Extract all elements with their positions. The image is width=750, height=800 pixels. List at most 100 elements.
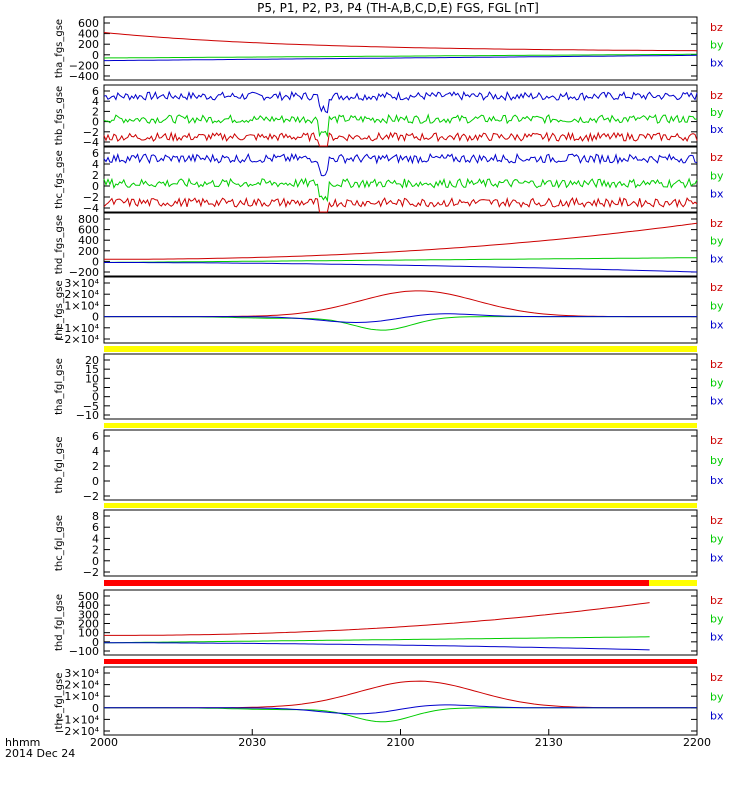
- series-by-line: [103, 177, 698, 203]
- series-bx-line: [103, 152, 698, 177]
- y-tick-label: 4: [92, 95, 99, 108]
- y-tick-label: 1×10⁴: [64, 690, 99, 703]
- panel-frame: [103, 429, 698, 501]
- legend-by: by: [710, 235, 724, 248]
- legend-bx: bx: [710, 252, 724, 265]
- y-tick-label: 200: [78, 38, 99, 51]
- date-label: 2014 Dec 24: [5, 747, 75, 760]
- series-bx-line: [104, 54, 698, 62]
- y-tick-label: 4: [92, 445, 99, 458]
- legend-bz: bz: [710, 151, 723, 164]
- series-bx-line: [104, 642, 650, 651]
- y-tick-label: −2×10⁴: [55, 725, 99, 738]
- legend-by: by: [710, 533, 724, 546]
- panel-ylabel: the_fgs_gse: [54, 280, 65, 339]
- y-tick-label: 0: [92, 49, 99, 62]
- legend-by: by: [710, 169, 724, 182]
- y-tick-label: 500: [78, 590, 99, 603]
- x-tick-label: 2030: [238, 736, 266, 749]
- series-bz-line: [103, 196, 698, 213]
- y-tick-label: −1×10⁴: [55, 713, 99, 726]
- x-axis: 2000 2030 2100 2130 2200: [90, 729, 711, 749]
- y-tick-label: 0: [92, 180, 99, 193]
- panel-ylabel: tha_fgl_gse: [54, 358, 65, 415]
- legend-by: by: [710, 376, 724, 389]
- status-bar-1: [104, 423, 697, 428]
- panel-frame: [103, 212, 698, 277]
- y-tick-label: 8: [92, 510, 99, 523]
- y-tick-label: 0: [92, 391, 99, 404]
- y-tick-label: −2: [83, 191, 99, 204]
- series-bz-line: [104, 680, 697, 709]
- legend-by: by: [710, 39, 724, 52]
- y-tick-label: 100: [78, 627, 99, 640]
- series-by-line: [104, 316, 697, 331]
- legend-bx: bx: [710, 395, 724, 408]
- y-tick-label: −2: [83, 490, 99, 503]
- legend-bx: bx: [710, 318, 724, 331]
- legend-bz: bz: [710, 21, 723, 34]
- y-tick-label: −2: [83, 566, 99, 579]
- y-tick-label: 2: [92, 105, 99, 118]
- legend-bx: bx: [710, 56, 724, 69]
- legend-bx: bx: [710, 631, 724, 644]
- y-tick-label: 1×10⁴: [64, 299, 99, 312]
- y-tick-label: 2×10⁴: [64, 288, 99, 301]
- y-tick-label: −4: [83, 202, 99, 215]
- panel-stack: tha_fgs_gse 6004002000−200−400bzbybxthb_f…: [54, 16, 724, 738]
- status-bar-yellow-3: [649, 580, 697, 586]
- y-tick-label: 400: [78, 234, 99, 247]
- y-tick-label: 0: [92, 475, 99, 488]
- y-tick-label: 15: [85, 363, 99, 376]
- status-bar-red-3: [104, 580, 649, 586]
- series-by-line: [103, 113, 698, 138]
- panel-frame: [103, 276, 698, 344]
- legend-by: by: [710, 612, 724, 625]
- y-tick-label: 400: [78, 28, 99, 41]
- panel-ylabel: the_fgl_gse: [54, 673, 65, 730]
- legend-bz: bz: [710, 671, 723, 684]
- y-tick-label: 6: [92, 85, 99, 98]
- series-by-line: [104, 707, 697, 723]
- legend-bz: bz: [710, 89, 723, 102]
- y-tick-label: −1×10⁴: [55, 322, 99, 335]
- legend-by: by: [710, 454, 724, 467]
- y-tick-label: 400: [78, 599, 99, 612]
- y-tick-label: −5: [83, 400, 99, 413]
- panel-frame: [103, 353, 698, 420]
- y-tick-label: 20: [85, 354, 99, 367]
- y-tick-label: 2: [92, 544, 99, 557]
- legend-bz: bz: [710, 594, 723, 607]
- legend-bz: bz: [710, 358, 723, 371]
- y-tick-label: −400: [69, 70, 99, 83]
- series-bz-line: [104, 290, 697, 318]
- x-tick-label: 2200: [683, 736, 711, 749]
- y-tick-label: 600: [78, 224, 99, 237]
- y-tick-label: −200: [69, 266, 99, 279]
- panel-ylabel: thc_fgs_gse: [54, 150, 65, 209]
- series-by-line: [103, 53, 697, 59]
- panel-6: thb_fgl_gse 6 4 2 0 −2 bz by bx: [54, 429, 724, 503]
- status-bar-0: [104, 346, 697, 352]
- y-tick-label: 0: [92, 702, 99, 715]
- y-tick-label: 2: [92, 169, 99, 182]
- y-tick-label: −2×10⁴: [55, 333, 99, 346]
- panel-frame: [103, 16, 698, 81]
- y-tick-label: −10: [76, 409, 99, 422]
- time-unit-label: hhmm: [5, 736, 40, 749]
- y-tick-label: 6: [92, 430, 99, 443]
- y-tick-label: 4: [92, 532, 99, 545]
- series-bx-line: [104, 704, 697, 715]
- y-tick-label: −2: [83, 126, 99, 139]
- panel-frame: [103, 84, 698, 147]
- legend-by: by: [710, 690, 724, 703]
- y-tick-label: 0: [92, 255, 99, 268]
